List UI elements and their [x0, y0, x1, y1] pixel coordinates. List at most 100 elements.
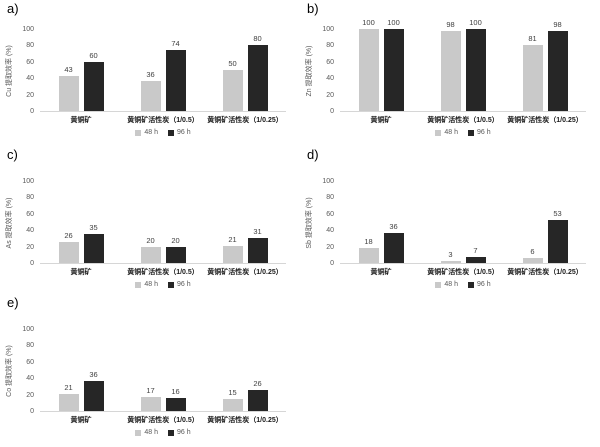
bar-96h: 31 [247, 227, 268, 263]
y-tick-label: 60 [326, 58, 334, 66]
bar-96h: 35 [83, 223, 104, 263]
y-tick-label: 20 [26, 243, 34, 251]
panel-label-a: a) [7, 1, 19, 16]
plot-area: 18 36 3 7 6 53 [340, 182, 586, 264]
x-category-label: 黄铜矿 [70, 117, 92, 124]
bar-value-label: 80 [253, 34, 262, 44]
bar-48h: 20 [140, 236, 161, 263]
bar-value-label: 60 [89, 50, 98, 60]
bar-value-label: 36 [389, 222, 398, 232]
bar-value-label: 31 [253, 226, 262, 236]
plot-area: 21 36 17 16 15 26 [40, 330, 286, 412]
bar-value-label: 20 [146, 235, 155, 245]
legend-label: 96 h [177, 129, 191, 136]
legend-swatch [435, 281, 442, 288]
legend-item: 96 h [468, 281, 491, 288]
y-tick-label: 0 [30, 108, 34, 115]
x-axis-labels: 黄铜矿 黄铜矿活性炭（1/0.5） 黄铜矿活性炭（1/0.25） [40, 412, 286, 425]
legend-swatch [468, 281, 474, 288]
x-category-label: 黄铜矿活性炭（1/0.5） [427, 117, 499, 124]
y-tick-label: 60 [26, 358, 34, 366]
bar-group: 21 31 [204, 182, 286, 263]
x-category-label: 黄铜矿活性炭（1/0.25） [507, 117, 583, 124]
y-tick-label: 0 [330, 260, 334, 267]
y-axis-title-wrap: Cu 提取效率 (%) [2, 30, 16, 112]
chart-e-co: e) Co 提取效率 (%) 0 20 40 60 80 100 21 36 17 16 15 26… [0, 294, 300, 447]
bar-value-label: 18 [364, 237, 373, 247]
bar-group: 36 74 [122, 30, 204, 111]
bar-48h: 36 [140, 70, 161, 111]
y-tick-label: 100 [22, 326, 34, 333]
plot-area: 43 60 36 74 50 80 [40, 30, 286, 112]
y-tick-label: 80 [26, 42, 34, 50]
bar-48h: 26 [58, 231, 79, 263]
y-axis-title: Zn 提取效率 (%) [306, 45, 313, 97]
y-axis-title-wrap: Zn 提取效率 (%) [302, 30, 316, 112]
bar-value-label: 3 [448, 249, 453, 259]
panel-label-e: e) [7, 295, 19, 310]
y-tick-label: 80 [26, 342, 34, 350]
legend-item: 48 h [435, 129, 458, 136]
bar-group: 43 60 [40, 30, 122, 111]
legend-swatch [468, 129, 474, 136]
chart-c-as: c) As 提取效率 (%) 0 20 40 60 80 100 26 35 20 20 21 31… [0, 146, 300, 294]
bar-group: 50 80 [204, 30, 286, 111]
bar-group: 6 53 [504, 182, 586, 263]
legend-swatch [168, 129, 174, 136]
bar-group: 98 100 [422, 18, 504, 111]
y-tick-label: 20 [326, 91, 334, 99]
panel-label-c: c) [7, 147, 18, 162]
y-tick-label: 20 [26, 391, 34, 399]
bar-group: 26 35 [40, 182, 122, 263]
legend-label: 48 h [444, 129, 458, 136]
bar-value-label: 6 [530, 247, 535, 257]
y-tick-label: 40 [326, 227, 334, 235]
legend: 48 h 96 h [40, 129, 286, 136]
x-category-label: 黄铜矿活性炭（1/0.25） [207, 269, 283, 276]
y-tick-label: 40 [26, 375, 34, 383]
y-tick-label: 20 [26, 91, 34, 99]
bar-group: 81 98 [504, 20, 586, 111]
bar-value-label: 53 [553, 208, 562, 218]
bar-48h: 17 [140, 386, 161, 411]
legend: 48 h 96 h [340, 129, 586, 136]
x-axis-labels: 黄铜矿 黄铜矿活性炭（1/0.5） 黄铜矿活性炭（1/0.25） [340, 112, 586, 125]
y-tick-label: 20 [326, 243, 334, 251]
y-axis-title: As 提取效率 (%) [6, 197, 13, 249]
x-category-label: 黄铜矿 [70, 417, 92, 424]
y-tick-label: 40 [326, 75, 334, 83]
bar-value-label: 36 [146, 70, 155, 80]
plot-area: 100 100 98 100 81 98 [340, 18, 586, 112]
legend-label: 96 h [477, 129, 491, 136]
bar-value-label: 100 [362, 18, 375, 27]
bar-96h: 100 [465, 18, 486, 111]
bar-48h: 3 [440, 250, 461, 263]
y-tick-label: 0 [330, 108, 334, 115]
panel-label-d: d) [307, 147, 319, 162]
legend-item: 48 h [135, 129, 158, 136]
bar-value-label: 74 [171, 39, 180, 49]
y-tick-label: 60 [26, 210, 34, 218]
y-tick-label: 80 [326, 194, 334, 202]
y-axis-ticks: 0 20 40 60 80 100 [16, 178, 40, 267]
bar-96h: 80 [247, 34, 268, 111]
bar-value-label: 98 [553, 19, 562, 29]
legend-label: 48 h [144, 281, 158, 288]
bar-value-label: 100 [469, 18, 482, 27]
bar-96h: 20 [165, 236, 186, 263]
legend-item: 96 h [168, 281, 191, 288]
bar-96h: 98 [547, 20, 568, 111]
x-category-label: 黄铜矿活性炭（1/0.5） [127, 269, 199, 276]
bar-value-label: 21 [64, 382, 73, 392]
bar-48h: 43 [58, 65, 79, 111]
bar-48h: 50 [222, 59, 243, 111]
x-category-label: 黄铜矿活性炭（1/0.25） [507, 269, 583, 276]
y-axis-title-wrap: As 提取效率 (%) [2, 182, 16, 264]
bar-96h: 16 [165, 387, 186, 411]
y-tick-label: 40 [26, 227, 34, 235]
y-axis-ticks: 0 20 40 60 80 100 [16, 26, 40, 115]
x-category-label: 黄铜矿活性炭（1/0.5） [127, 417, 199, 424]
legend-swatch [135, 281, 142, 288]
legend: 48 h 96 h [40, 429, 286, 436]
